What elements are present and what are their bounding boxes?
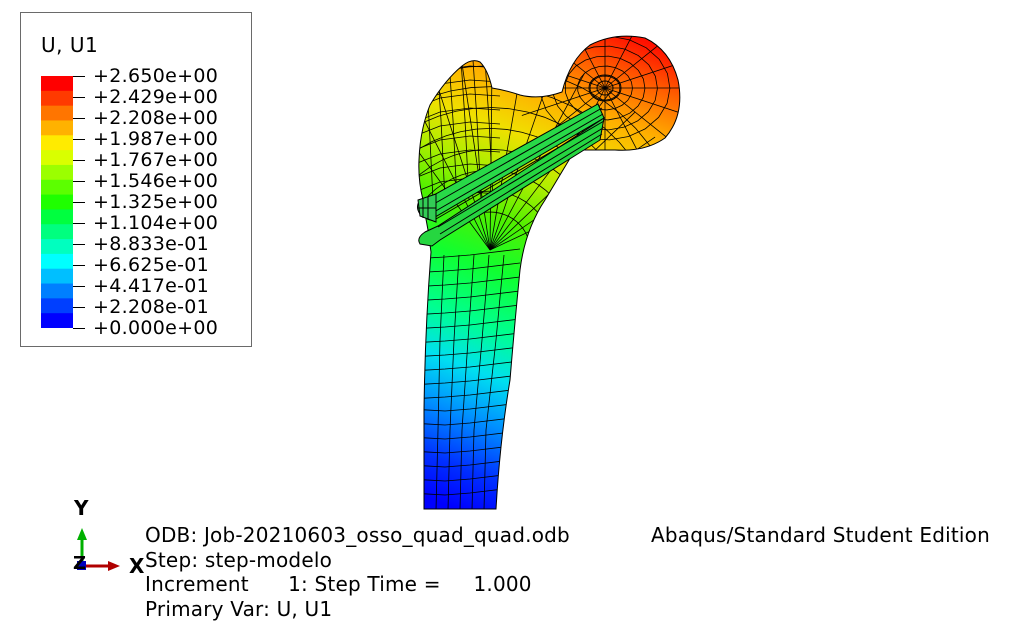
legend-color-band [41,164,73,181]
legend-color-band [41,179,73,196]
legend-color-band [41,224,73,240]
odb-name: ODB: Job-20210603_osso_quad_quad.odb [145,523,570,547]
screw [417,74,622,247]
legend-tick-label: +2.650e+00 [93,65,219,87]
legend-tick [73,265,85,266]
legend-colorbar [41,76,73,328]
legend-tick-label: +2.429e+00 [93,86,219,108]
legend-color-band [41,194,73,210]
legend-tick-label: +1.104e+00 [93,212,219,234]
triad-y-label: Y [74,496,89,520]
legend-color-band [41,90,73,107]
legend-tick [73,202,85,203]
contour-legend: U, U1 +2.650e+00 +2.429e+00 +2.208e+00 +1.9… [20,12,252,347]
triad-arrows [77,528,120,571]
legend-tick [73,286,85,287]
legend-color-band [41,298,73,314]
triad-z-label: Z [73,553,87,574]
legend-tick [73,328,85,329]
legend-tick [73,139,85,140]
legend-color-band [41,76,73,92]
legend-color-band [41,239,73,255]
software-edition: Abaqus/Standard Student Edition [651,523,990,547]
legend-tick [73,244,85,245]
legend-tick [73,118,85,119]
increment-info: Increment 1: Step Time = 1.000 [145,572,532,596]
triad-x-label: X [129,554,145,578]
legend-tick [73,223,85,224]
legend-color-band [41,283,73,299]
legend-title: U, U1 [41,33,99,57]
legend-tick-label: +0.000e+00 [93,317,219,339]
legend-tick [73,181,85,182]
legend-color-band [41,253,73,270]
bone-body [418,35,681,510]
legend-color-band [41,105,73,121]
legend-tick-label: +1.987e+00 [93,128,219,150]
legend-tick [73,307,85,308]
step-name: Step: step-modelo [145,547,333,572]
legend-color-band [41,135,73,151]
legend-color-band [41,313,73,328]
legend-tick-label: +1.767e+00 [93,149,219,171]
legend-tick [73,76,85,77]
legend-color-band [41,209,73,225]
odb-info-block: ODB: Job-20210603_osso_quad_quad.odb Step… [145,523,570,621]
axis-triad: Y X Z [60,490,160,580]
legend-tick-label: +2.208e+00 [93,107,219,129]
legend-tick-label: +6.625e-01 [93,254,210,276]
legend-color-band [41,150,73,166]
legend-tick-label: +2.208e-01 [93,296,210,318]
legend-ticks [73,76,85,329]
legend-color-band [41,120,73,136]
legend-tick-label: +1.325e+00 [93,191,219,213]
legend-tick-label: +4.417e-01 [93,275,210,297]
legend-tick [73,160,85,161]
legend-tick-label: +8.833e-01 [93,233,210,255]
legend-color-band [41,268,73,285]
legend-tick [73,97,85,98]
legend-tick-label: +1.546e+00 [93,170,219,192]
primary-var: Primary Var: U, U1 [145,596,333,621]
